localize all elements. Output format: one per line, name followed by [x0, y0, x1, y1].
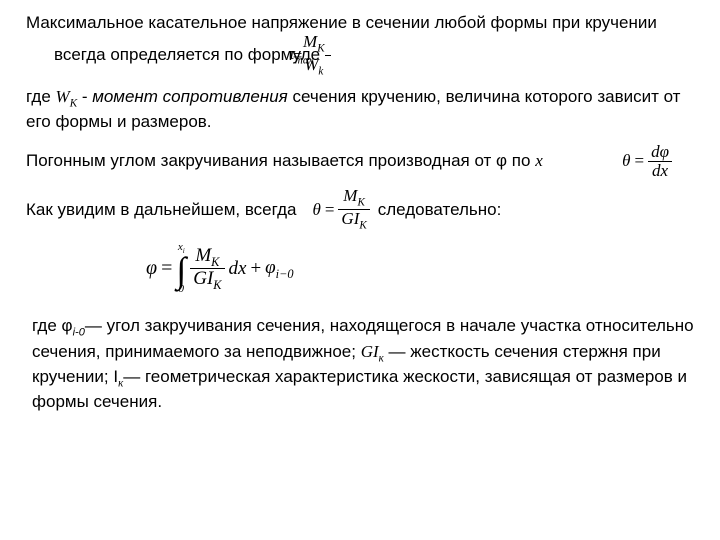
para2-wk: W: [56, 87, 70, 106]
document-page: Максимальное касательное напряжение в се…: [0, 0, 720, 432]
tau-fraction: MК Wk: [325, 33, 331, 78]
theta2-den-sub: К: [359, 220, 366, 232]
para5-a: где φ: [32, 316, 73, 335]
para2-a: где: [26, 87, 56, 106]
phi-dx-b: x: [238, 258, 246, 279]
formula-phi: φ = xi ∫ 0 MК GIК dx + φi−0: [26, 242, 698, 295]
para-3: Погонным углом закручивания называется п…: [26, 150, 543, 171]
phi-fraction: MК GIК: [190, 246, 224, 293]
theta2-fraction: MК GIК: [338, 187, 369, 232]
phi-lhs: φ: [146, 256, 157, 281]
phi-dx-a: d: [229, 258, 239, 279]
phi-eq: =: [161, 256, 172, 281]
para2-mom: момент сопротивления: [92, 87, 288, 106]
phi-den-sub: К: [213, 278, 221, 292]
para4-b: следовательно:: [378, 199, 502, 220]
tau-num: M: [303, 32, 317, 51]
theta2-eq: =: [325, 199, 335, 220]
theta-den-a: d: [652, 161, 661, 180]
theta-lhs: θ: [622, 150, 630, 171]
para5-sub1: i-0: [73, 327, 85, 339]
phi-plus: +: [250, 257, 261, 281]
integral-icon: xi ∫ 0: [176, 242, 186, 295]
phi-num-sub: К: [211, 254, 219, 268]
para-4-row: Как увидим в дальнейшем, всегда θ = MК G…: [26, 187, 698, 232]
para-2: где WK - момент сопротивления сечения кр…: [26, 86, 698, 132]
tau-den: W: [304, 55, 318, 74]
formula-theta: θ = dφ dx: [622, 143, 672, 180]
int-lower: 0: [179, 284, 185, 295]
phi-tail-sub: i−0: [276, 267, 294, 281]
theta2-lhs: θ: [312, 199, 320, 220]
theta-num-a: d: [651, 142, 660, 161]
theta2-num-sub: К: [357, 197, 364, 209]
tau-den-sub: k: [318, 66, 323, 78]
para-3-row: Погонным углом закручивания называется п…: [26, 143, 698, 180]
para3-x: x: [535, 151, 543, 170]
tau-num-sub: К: [317, 43, 324, 55]
theta-den-b: x: [661, 161, 669, 180]
theta-eq: =: [635, 150, 645, 171]
para2-wk-sub: K: [70, 98, 77, 110]
phi-tail: φ: [265, 257, 276, 278]
formula-theta2: θ = MК GIК: [312, 187, 369, 232]
para-5: где φi-0— угол закручивания сечения, нах…: [26, 315, 698, 412]
para5-d: — геометрическая характеристика жескости…: [32, 367, 687, 411]
para4-a: Как увидим в дальнейшем, всегда: [26, 199, 296, 220]
theta2-num: M: [343, 186, 357, 205]
para2-b: -: [77, 87, 92, 106]
phi-den-a: G: [193, 268, 207, 289]
phi-num: M: [195, 245, 211, 266]
para5-gi: GI: [361, 342, 379, 361]
para-1: Максимальное касательное напряжение в се…: [26, 12, 698, 78]
theta2-den-a: G: [341, 209, 353, 228]
theta-num-b: φ: [660, 142, 669, 161]
theta-fraction: dφ dx: [648, 143, 672, 180]
para-1-text: Максимальное касательное напряжение в се…: [26, 13, 657, 64]
para3-a: Погонным углом закручивания называется п…: [26, 151, 535, 170]
